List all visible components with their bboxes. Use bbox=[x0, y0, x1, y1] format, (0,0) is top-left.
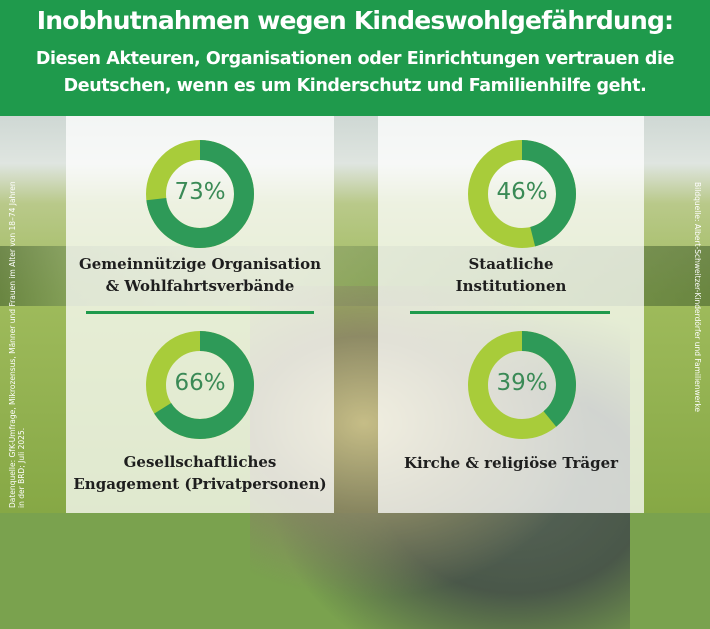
category-label-4: Kirche & religiöse Träger bbox=[378, 452, 644, 474]
donut-svg-2 bbox=[468, 140, 576, 248]
donut-arc-3 bbox=[146, 331, 254, 439]
donut-arc-4 bbox=[468, 331, 576, 439]
category-label-3-line-2: Engagement (Privatpersonen) bbox=[73, 475, 327, 493]
donut-chart-4: 39% bbox=[467, 330, 577, 440]
left-panel bbox=[66, 116, 334, 513]
category-label-3: Gesellschaftliches Engagement (Privatper… bbox=[66, 451, 334, 495]
category-label-2-line-1: Staatliche bbox=[468, 255, 554, 273]
divider-right bbox=[410, 311, 610, 314]
image-credit-note: Bildquelle: Albert-Schweitzer-Kinderdörf… bbox=[693, 182, 702, 413]
page-subtitle: Diesen Akteuren, Organisationen oder Ein… bbox=[0, 46, 710, 100]
donut-svg-1 bbox=[146, 140, 254, 248]
data-source-line-1: Datenquelle: GfK-Umfrage, Mikrozensus, M… bbox=[8, 181, 17, 508]
category-label-2: Staatliche Institutionen bbox=[378, 253, 644, 297]
percent-label-2: 46% bbox=[496, 179, 548, 205]
percent-label-4: 39% bbox=[496, 370, 548, 396]
category-label-3-line-1: Gesellschaftliches bbox=[123, 453, 277, 471]
header-banner: Inobhutnahmen wegen Kindeswohlgefährdung… bbox=[0, 0, 710, 116]
donut-chart-1: 73% bbox=[145, 139, 255, 249]
donut-arc-1 bbox=[146, 140, 254, 248]
page-title: Inobhutnahmen wegen Kindeswohlgefährdung… bbox=[36, 6, 674, 35]
percent-label-3: 66% bbox=[174, 370, 226, 396]
category-label-2-line-2: Institutionen bbox=[455, 277, 567, 295]
percent-label-1: 73% bbox=[174, 179, 226, 205]
divider-left bbox=[86, 311, 314, 314]
donut-svg-4 bbox=[468, 331, 576, 439]
category-label-1-line-2: & Wohlfahrtsverbände bbox=[105, 277, 295, 295]
right-panel bbox=[378, 116, 644, 513]
donut-arc-2 bbox=[468, 140, 576, 248]
subtitle-line-2: Deutschen, wenn es um Kinderschutz und F… bbox=[63, 76, 647, 96]
category-label-4-line-1: Kirche & religiöse Träger bbox=[403, 454, 619, 472]
category-label-1-line-1: Gemeinnützige Organisation bbox=[78, 255, 322, 273]
donut-chart-3: 66% bbox=[145, 330, 255, 440]
donut-svg-3 bbox=[146, 331, 254, 439]
subtitle-line-1: Diesen Akteuren, Organisationen oder Ein… bbox=[35, 49, 675, 69]
category-label-1: Gemeinnützige Organisation & Wohlfahrtsv… bbox=[66, 253, 334, 297]
data-source-line-2: in der BRD; Juli 2025. bbox=[17, 427, 26, 508]
data-source-note: Datenquelle: GfK-Umfrage, Mikrozensus, M… bbox=[8, 181, 26, 508]
donut-chart-2: 46% bbox=[467, 139, 577, 249]
